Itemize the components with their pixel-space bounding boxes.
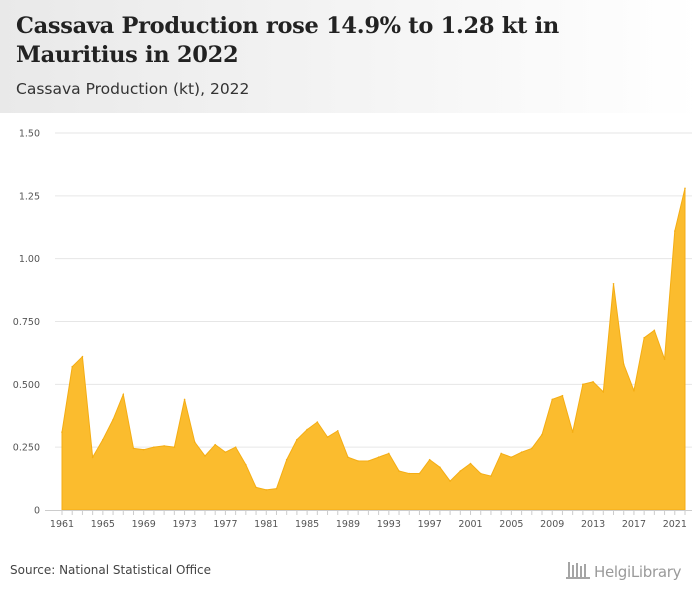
- x-tick-label: 1973: [172, 519, 196, 530]
- data-point: [296, 438, 298, 441]
- y-tick-label: 0.750: [13, 317, 40, 328]
- chart-subtitle: Cassava Production (kt), 2022: [16, 80, 250, 98]
- x-tick-label: 1989: [336, 519, 360, 530]
- data-point: [357, 460, 359, 462]
- data-point: [153, 446, 155, 448]
- data-point: [479, 472, 482, 475]
- data-point: [193, 441, 196, 443]
- data-point: [561, 394, 564, 397]
- area-series-fill: [61, 188, 686, 511]
- data-point: [592, 381, 594, 383]
- data-point: [602, 391, 605, 393]
- data-point: [500, 452, 502, 455]
- data-point: [367, 460, 370, 462]
- data-point: [285, 458, 288, 461]
- chart-title: Cassava Production rose 14.9% to 1.28 kt…: [16, 13, 559, 68]
- data-point: [510, 456, 513, 459]
- data-point: [336, 430, 339, 432]
- y-tick-label: 0: [34, 506, 40, 517]
- data-point: [571, 431, 574, 433]
- data-point: [643, 337, 645, 339]
- x-tick-label: 1985: [295, 519, 319, 530]
- x-tick-label: 2009: [540, 519, 564, 530]
- data-point: [551, 398, 554, 401]
- data-point: [469, 462, 472, 465]
- data-point: [673, 230, 676, 232]
- data-point: [122, 393, 125, 396]
- data-point: [408, 472, 411, 475]
- data-point: [398, 470, 400, 472]
- helgi-library-logo[interactable]: HelgiLibrary: [566, 560, 682, 584]
- data-point: [418, 472, 421, 475]
- x-tick-label: 1997: [418, 519, 442, 530]
- chart-header: Cassava Production rose 14.9% to 1.28 kt…: [0, 0, 700, 113]
- data-point: [490, 475, 492, 477]
- data-point: [102, 438, 104, 441]
- data-point: [224, 451, 227, 453]
- x-tick-label: 2005: [499, 519, 523, 530]
- x-tick-label: 1965: [91, 519, 115, 530]
- x-tick-label: 2021: [663, 519, 687, 530]
- data-point: [653, 329, 656, 332]
- source-note: Source: National Statistical Office: [10, 563, 212, 577]
- data-point: [132, 447, 135, 450]
- data-point: [265, 489, 268, 491]
- data-point: [163, 445, 165, 447]
- data-point: [81, 355, 84, 358]
- data-point: [255, 486, 257, 489]
- x-axis: 1961 1965 1969 1973 1977 1981 1985 1989 1993 1997…: [45, 510, 692, 530]
- data-point: [633, 389, 635, 392]
- x-tick-label: 1981: [254, 519, 278, 530]
- data-point: [428, 458, 431, 461]
- y-tick-label: 1.25: [19, 191, 40, 202]
- x-tick-label: 2017: [622, 519, 646, 530]
- x-tick-label: 1977: [213, 519, 237, 530]
- data-point: [234, 446, 237, 448]
- y-tick-label: 0.250: [13, 443, 40, 454]
- y-axis-labels: 0 0.250 0.500 0.750 1.00 1.25 1.50: [13, 129, 40, 517]
- data-point: [377, 456, 380, 459]
- data-point: [459, 470, 462, 472]
- data-point: [684, 187, 686, 190]
- data-point: [449, 480, 451, 482]
- data-point: [183, 398, 186, 401]
- data-point: [91, 456, 94, 459]
- data-point: [306, 428, 308, 431]
- data-point: [214, 443, 216, 446]
- data-point: [622, 363, 625, 366]
- x-tick-label: 2001: [458, 519, 482, 530]
- data-point: [245, 463, 247, 466]
- data-point: [520, 451, 523, 453]
- area-series: [61, 187, 686, 511]
- y-tick-label: 1.50: [19, 129, 40, 140]
- data-point: [582, 383, 584, 386]
- data-point: [663, 358, 666, 360]
- data-point: [275, 487, 278, 490]
- data-point: [71, 365, 74, 368]
- data-point: [326, 436, 329, 438]
- data-point: [439, 466, 441, 469]
- data-point: [204, 455, 206, 457]
- data-point: [112, 418, 114, 421]
- x-tick-label: 1961: [50, 519, 74, 530]
- y-tick-label: 0.500: [13, 380, 40, 391]
- data-point: [388, 452, 390, 455]
- library-building-icon: [566, 560, 590, 584]
- x-tick-label: 1993: [377, 519, 401, 530]
- data-point: [142, 448, 145, 451]
- data-point: [541, 433, 543, 436]
- x-tick-label: 2013: [581, 519, 605, 530]
- data-point: [61, 431, 63, 433]
- data-point: [347, 456, 349, 459]
- data-point: [316, 421, 319, 423]
- data-point: [173, 446, 176, 448]
- data-point: [612, 283, 615, 285]
- data-point: [531, 447, 533, 450]
- y-tick-label: 1.00: [19, 254, 40, 265]
- x-tick-label: 1969: [132, 519, 156, 530]
- logo-text: HelgiLibrary: [594, 563, 682, 581]
